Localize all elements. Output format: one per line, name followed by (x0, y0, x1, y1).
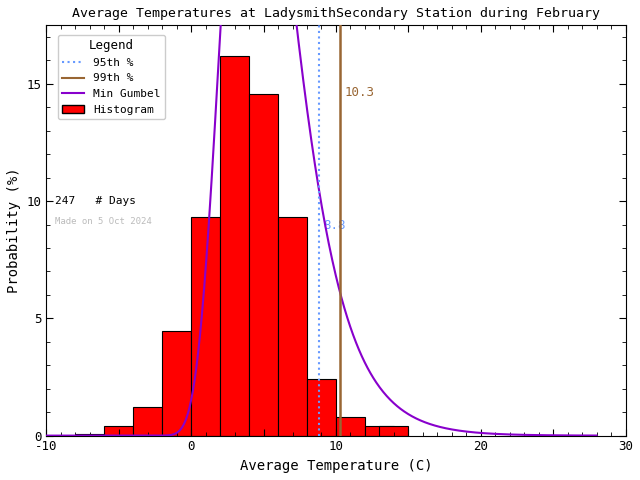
Bar (220, 56, 249, 436)
Text: Made on 5 Oct 2024: Made on 5 Oct 2024 (55, 217, 152, 226)
Bar (278, 217, 307, 436)
Bar (307, 379, 336, 436)
Bar (380, 426, 408, 436)
Bar (104, 426, 133, 436)
Title: Average Temperatures at LadysmithSecondary Station during February: Average Temperatures at LadysmithSeconda… (72, 7, 600, 20)
Bar (365, 426, 394, 436)
Text: 8.8: 8.8 (323, 219, 346, 232)
Bar (191, 217, 220, 436)
Bar (162, 331, 191, 436)
X-axis label: Average Temperature (C): Average Temperature (C) (239, 459, 432, 473)
Y-axis label: Probability (%): Probability (%) (7, 168, 21, 293)
Bar (336, 417, 365, 436)
Bar (249, 94, 278, 436)
Bar (76, 434, 104, 436)
Bar (133, 407, 162, 436)
Text: 247   # Days: 247 # Days (55, 196, 136, 206)
Text: 10.3: 10.3 (345, 85, 374, 98)
Legend: 95th %, 99th %, Min Gumbel, Histogram: 95th %, 99th %, Min Gumbel, Histogram (58, 35, 165, 119)
